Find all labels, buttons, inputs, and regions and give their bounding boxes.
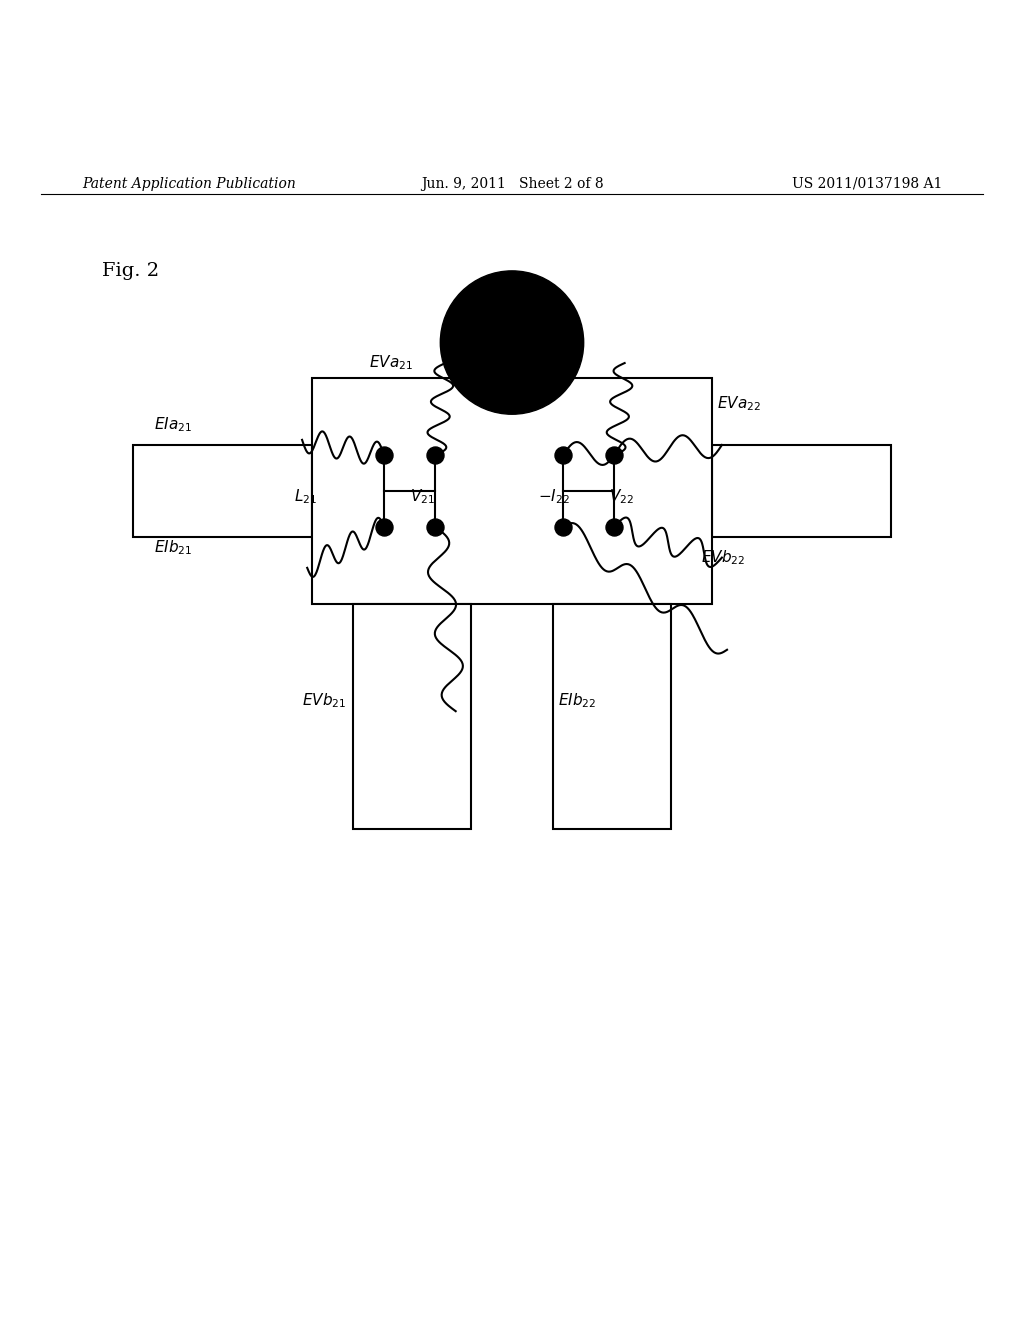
- Circle shape: [440, 271, 584, 414]
- Text: US 2011/0137198 A1: US 2011/0137198 A1: [792, 177, 942, 191]
- Text: $EVb_{21}$: $EVb_{21}$: [302, 692, 346, 710]
- Text: $EIb_{22}$: $EIb_{22}$: [558, 692, 596, 710]
- Text: $EIa_{21}$: $EIa_{21}$: [154, 414, 191, 434]
- Point: [555, 516, 571, 537]
- Text: $L_{21}$: $L_{21}$: [295, 487, 317, 506]
- Text: $EIa_{22}$: $EIa_{22}$: [522, 364, 560, 383]
- Bar: [312, 379, 712, 603]
- Point: [376, 445, 392, 466]
- Text: $EVb_{22}$: $EVb_{22}$: [701, 548, 745, 568]
- Text: $-I_{22}$: $-I_{22}$: [538, 487, 569, 506]
- Text: $V_{21}$: $V_{21}$: [410, 487, 434, 506]
- Text: $EVa_{21}$: $EVa_{21}$: [369, 354, 413, 372]
- Point: [606, 445, 623, 466]
- Text: $V_{22}$: $V_{22}$: [609, 487, 634, 506]
- Text: $EIb_{21}$: $EIb_{21}$: [154, 539, 191, 557]
- Text: Fig. 2: Fig. 2: [102, 261, 160, 280]
- Bar: [353, 603, 471, 829]
- Bar: [133, 445, 312, 537]
- Text: Patent Application Publication: Patent Application Publication: [82, 177, 296, 191]
- Text: $EVa_{22}$: $EVa_{22}$: [717, 395, 761, 413]
- Bar: [553, 603, 671, 829]
- Text: Jun. 9, 2011   Sheet 2 of 8: Jun. 9, 2011 Sheet 2 of 8: [421, 177, 603, 191]
- Point: [427, 516, 443, 537]
- Point: [376, 516, 392, 537]
- Bar: [712, 445, 891, 537]
- Point: [555, 445, 571, 466]
- Point: [606, 516, 623, 537]
- Point: [427, 445, 443, 466]
